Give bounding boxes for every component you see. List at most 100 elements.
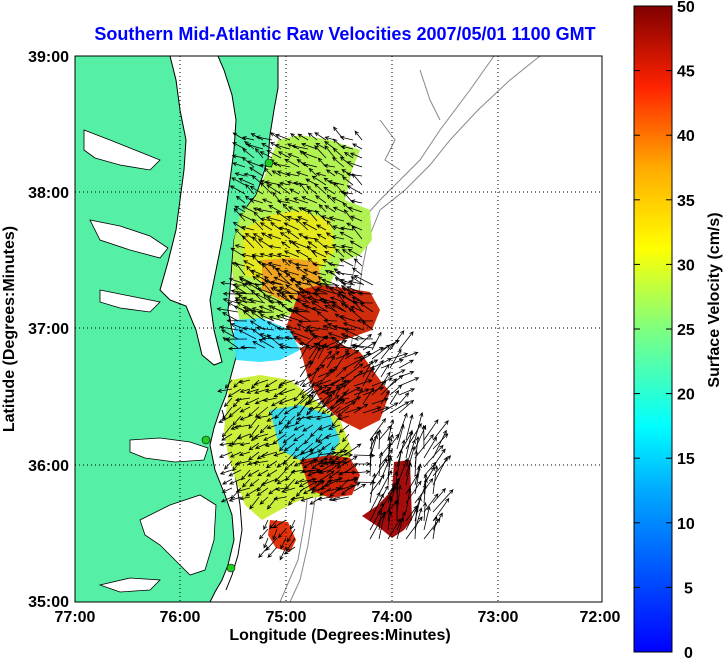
velocity-arrow xyxy=(343,209,354,222)
velocity-arrow xyxy=(275,314,293,322)
velocity-arrow xyxy=(281,293,293,304)
velocity-arrow xyxy=(294,379,305,385)
velocity-arrow xyxy=(405,516,423,540)
velocity-arrow xyxy=(291,241,309,249)
velocity-arrow xyxy=(232,142,246,150)
velocity-arrow xyxy=(274,133,291,141)
velocity-arrow xyxy=(338,424,350,433)
velocity-arrow xyxy=(362,347,384,360)
velocity-arrow xyxy=(335,401,356,414)
velocity-arrow xyxy=(242,310,257,322)
velocity-arrow xyxy=(237,433,251,440)
velocity-arrow xyxy=(268,244,282,249)
velocity-arrow xyxy=(346,185,363,195)
velocity-arrow xyxy=(337,291,356,304)
velocity-arrow xyxy=(315,142,327,150)
velocity-arrow xyxy=(276,252,291,258)
velocity-arrow xyxy=(377,428,382,450)
velocity-arrow xyxy=(223,460,233,470)
velocity-arrow xyxy=(220,281,239,286)
velocity-arrow xyxy=(332,156,345,168)
velocity-arrow xyxy=(317,470,335,483)
velocity-arrow xyxy=(297,216,309,222)
velocity-arrow xyxy=(256,207,273,213)
velocity-arrow xyxy=(369,472,377,504)
velocity-arrow xyxy=(314,379,332,387)
velocity-arrow xyxy=(297,133,309,141)
velocity-arrow xyxy=(243,260,255,267)
velocity-arrow xyxy=(306,325,329,331)
velocity-arrow xyxy=(222,291,239,296)
velocity-arrow xyxy=(368,451,374,477)
velocity-arrow xyxy=(344,329,365,340)
y-tick-label: 38:00 xyxy=(28,185,69,202)
velocity-arrow xyxy=(222,298,239,304)
velocity-arrow xyxy=(248,442,260,451)
velocity-arrow xyxy=(334,283,345,294)
velocity-arrow xyxy=(299,385,315,396)
velocity-arrow xyxy=(335,271,354,276)
velocity-arrow xyxy=(234,460,251,466)
velocity-arrow xyxy=(236,301,257,313)
velocity-arrow xyxy=(347,248,363,258)
velocity-arrow xyxy=(279,442,287,452)
velocity-arrow xyxy=(340,302,356,313)
y-tick-label: 37:00 xyxy=(28,321,69,338)
velocity-arrow xyxy=(295,250,309,258)
velocity-arrow xyxy=(322,324,338,331)
velocity-arrow xyxy=(234,291,257,296)
velocity-arrow xyxy=(312,270,327,276)
velocity-arrow xyxy=(234,244,246,249)
velocity-arrow xyxy=(264,442,278,448)
velocity-arrow xyxy=(274,406,287,420)
velocity-arrow xyxy=(335,366,347,378)
velocity-arrow xyxy=(311,291,329,296)
velocity-arrow xyxy=(222,406,233,421)
colorbar-tick-label: 20 xyxy=(677,387,695,404)
velocity-arrow xyxy=(292,197,309,204)
y-axis-label: Latitude (Degrees:Minutes) xyxy=(1,226,18,432)
map-title: Southern Mid-Atlantic Raw Velocities 200… xyxy=(94,24,595,44)
velocity-arrow xyxy=(239,442,251,447)
velocity-arrow xyxy=(324,250,336,258)
velocity-arrow xyxy=(266,150,282,159)
velocity-arrow xyxy=(350,215,363,222)
velocity-arrow xyxy=(362,406,382,414)
velocity-arrow xyxy=(254,442,269,449)
velocity-arrow xyxy=(244,183,255,195)
velocity-arrow xyxy=(249,198,264,204)
velocity-arrow xyxy=(260,451,278,458)
velocity-arrow xyxy=(432,487,446,504)
station-marker xyxy=(226,563,236,573)
velocity-arrow xyxy=(248,451,260,461)
velocity-arrow xyxy=(398,392,410,405)
velocity-arrow xyxy=(337,415,350,421)
velocity-arrow xyxy=(268,299,284,304)
velocity-arrow xyxy=(278,424,287,435)
velocity-arrow xyxy=(387,454,392,486)
velocity-arrow xyxy=(279,345,302,350)
velocity-arrow xyxy=(286,415,296,425)
velocity-arrow xyxy=(276,460,287,468)
colorbar-tick-label: 50 xyxy=(677,0,695,16)
velocity-arrow xyxy=(344,482,361,492)
velocity-arrow xyxy=(308,457,329,465)
velocity-arrow xyxy=(252,460,269,465)
y-tick-label: 36:00 xyxy=(28,458,69,475)
velocity-arrow xyxy=(229,451,242,458)
velocity-arrow xyxy=(255,274,275,286)
velocity-arrow xyxy=(362,341,377,351)
velocity-arrow xyxy=(252,275,264,285)
velocity-arrow xyxy=(233,424,251,430)
velocity-arrow xyxy=(294,478,305,485)
velocity-arrow xyxy=(307,209,318,222)
velocity-arrow xyxy=(301,196,318,204)
velocity-arrow xyxy=(308,167,318,177)
velocity-arrow xyxy=(299,394,312,405)
velocity-arrow xyxy=(333,170,345,177)
velocity-arrow xyxy=(238,213,255,222)
velocity-arrow xyxy=(317,368,333,387)
velocity-arrow xyxy=(340,333,356,340)
velocity-arrow xyxy=(387,418,395,441)
velocity-arrow xyxy=(226,318,248,323)
